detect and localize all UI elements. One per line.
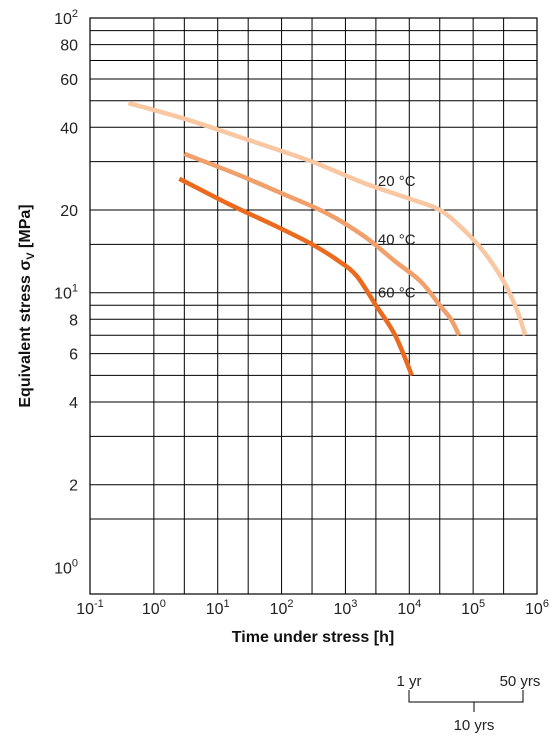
time-scale-line — [409, 690, 523, 712]
plot-background — [90, 18, 537, 594]
time-scale-bottom-label: 10 yrs — [454, 717, 495, 734]
y-tick-base: 10 — [54, 11, 72, 28]
series-label-60c: 60 °C — [378, 285, 416, 302]
x-tick-base: 10 — [333, 601, 351, 618]
x-tick-base: 10 — [397, 601, 415, 618]
y-tick-label-3: 6 — [69, 347, 78, 364]
y-tick-label-1: 2 — [69, 478, 78, 495]
y-tick-label-0: 100 — [54, 557, 78, 577]
x-tick-label-3: 102 — [270, 598, 294, 618]
x-tick-label-5: 104 — [397, 598, 421, 618]
y-tick-base: 8 — [69, 312, 78, 329]
y-tick-base: 60 — [60, 72, 78, 89]
y-tick-label-2: 4 — [69, 395, 78, 412]
y-tick-label-7: 40 — [60, 120, 78, 137]
y-tick-label-4: 8 — [69, 312, 78, 329]
x-tick-exponent: 4 — [415, 598, 421, 610]
y-tick-base: 80 — [60, 38, 78, 55]
x-tick-base: 10 — [76, 601, 94, 618]
y-tick-base: 10 — [54, 286, 72, 303]
x-tick-label-6: 105 — [461, 598, 485, 618]
x-tick-exponent: 2 — [287, 598, 293, 610]
y-tick-exponent: 1 — [72, 283, 78, 295]
time-scale-right-label: 50 yrs — [500, 673, 541, 690]
x-tick-base: 10 — [270, 601, 288, 618]
x-tick-base: 10 — [206, 601, 224, 618]
x-tick-exponent: 3 — [351, 598, 357, 610]
y-tick-base: 4 — [69, 395, 78, 412]
y-tick-exponent: 2 — [72, 8, 78, 20]
time-scale-left-label: 1 yr — [396, 673, 421, 690]
x-tick-labels: 10-1 100 101 102 103 104 105 106 — [76, 598, 549, 618]
x-tick-label-4: 103 — [333, 598, 357, 618]
x-tick-base: 10 — [142, 601, 160, 618]
y-tick-label-8: 60 — [60, 72, 78, 89]
x-tick-exponent: 6 — [543, 598, 549, 610]
y-tick-label-5: 101 — [54, 283, 78, 303]
y-tick-base: 20 — [60, 203, 78, 220]
x-tick-label-0: 10-1 — [76, 598, 104, 618]
x-tick-label-2: 101 — [206, 598, 230, 618]
series-label-20c: 20 °C — [378, 173, 416, 190]
x-tick-exponent: 5 — [479, 598, 485, 610]
x-tick-base: 10 — [525, 601, 543, 618]
y-tick-exponent: 0 — [72, 557, 78, 569]
x-tick-exponent: 1 — [224, 598, 230, 610]
x-tick-exponent: 0 — [160, 598, 166, 610]
y-tick-label-10: 102 — [54, 8, 78, 28]
x-tick-label-7: 106 — [525, 598, 549, 618]
x-tick-base: 10 — [461, 601, 479, 618]
time-scale-bracket: 1 yr 50 yrs 10 yrs — [396, 673, 540, 734]
y-axis-title: Equivalent stress σV [MPa] — [17, 204, 37, 407]
y-tick-base: 40 — [60, 120, 78, 137]
y-tick-base: 6 — [69, 347, 78, 364]
x-axis-title: Time under stress [h] — [232, 629, 394, 646]
series-label-40c: 40 °C — [378, 231, 416, 248]
y-axis-title-main: Equivalent stress σ — [17, 260, 34, 408]
y-tick-label-9: 80 — [60, 38, 78, 55]
y-axis-title-unit: [MPa] — [17, 204, 34, 252]
y-tick-base: 2 — [69, 478, 78, 495]
x-tick-label-1: 100 — [142, 598, 166, 618]
x-tick-exponent: -1 — [94, 598, 104, 610]
y-tick-label-6: 20 — [60, 203, 78, 220]
y-tick-base: 10 — [54, 560, 72, 577]
